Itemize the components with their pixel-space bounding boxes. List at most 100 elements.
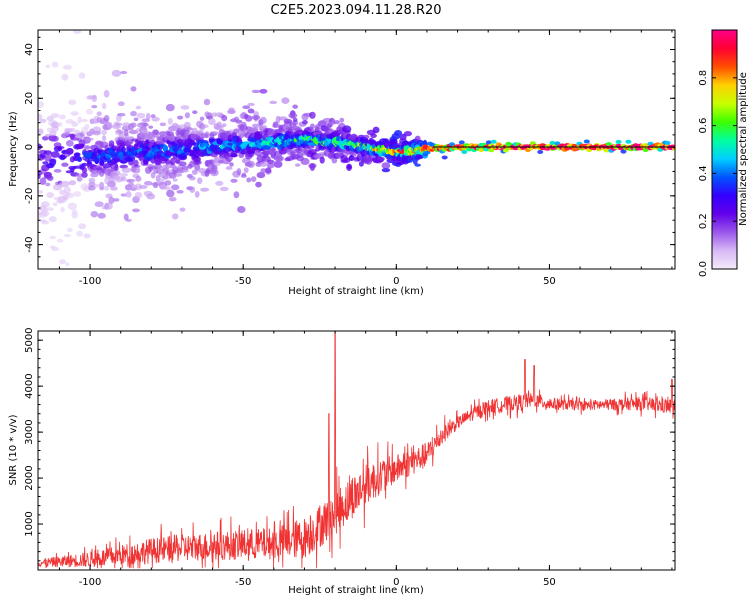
spectrogram-cell (189, 186, 196, 193)
spectrogram-cell (251, 89, 261, 94)
spectrogram-axes: -100 -50 0 50 -40 -20 0 20 40 (24, 30, 675, 287)
spectrogram-cell (119, 173, 129, 177)
spectrogram-cell (110, 186, 118, 191)
spectrogram-cell (38, 190, 44, 194)
snr-ytick-label: 1000 (24, 511, 35, 536)
spectrogram-xtick-label: 50 (543, 276, 556, 287)
spectrogram-cell (130, 110, 137, 117)
spectrogram-cell (46, 207, 54, 211)
spectrogram-cell (134, 183, 142, 191)
spectrogram-cell (38, 101, 44, 109)
spectrogram-cell (85, 137, 94, 141)
spectrogram-cell (230, 151, 238, 158)
spectrogram-cell (144, 181, 153, 186)
spectrogram-cell (178, 161, 187, 167)
spectrogram-cell (258, 161, 268, 167)
spectrogram-cell (88, 177, 96, 183)
spectrogram-cell (102, 163, 111, 169)
spectrogram-cell (81, 167, 88, 174)
spectrogram-cell (79, 143, 85, 147)
spectrogram-cell (192, 142, 198, 147)
spectrogram-cell (123, 213, 129, 221)
spectrogram-cell (90, 211, 99, 218)
spectrogram-xtick-label: -50 (235, 276, 251, 287)
spectrogram-cell (66, 227, 73, 233)
spectrogram-cell (309, 111, 316, 119)
spectrogram-cell (200, 124, 209, 129)
spectrogram-cell (131, 167, 141, 174)
spectrogram-cell (41, 201, 50, 208)
spectrogram-cell (228, 107, 235, 112)
spectrogram-cell (53, 169, 62, 173)
spectrogram-cell (73, 30, 82, 34)
spectrogram-cell (121, 146, 126, 154)
spectrogram-cell (372, 126, 380, 134)
spectrogram-cell (49, 235, 57, 240)
spectrogram-cell (254, 150, 263, 157)
spectrogram-cell (253, 111, 259, 117)
spectrogram-cell (358, 161, 364, 167)
spectrogram-cell (181, 152, 189, 157)
spectrogram-cell (65, 262, 70, 267)
spectrogram-cell (148, 125, 154, 129)
spectrogram-cell (142, 122, 149, 127)
spectrogram-cell (255, 181, 262, 188)
spectrogram-cell (61, 73, 69, 81)
snr-xtick-label: -100 (79, 577, 102, 588)
spectrogram-xtick-label: 0 (393, 276, 399, 287)
spectrogram-cell (111, 69, 122, 77)
spectrogram-cell (237, 206, 246, 213)
spectrogram-cell (186, 127, 193, 131)
spectrogram-cell (246, 177, 252, 183)
spectrogram-cell (159, 122, 167, 127)
spectrogram-cell (65, 140, 74, 147)
spectrogram-cell (664, 140, 671, 145)
spectrogram-cell (199, 116, 205, 121)
snr-axes: -100 -50 0 50 1000 2000 3000 4000 5000 (24, 327, 675, 588)
spectrogram-cell (133, 117, 139, 122)
spectrogram-cell (43, 150, 52, 156)
spectrogram-cell (136, 112, 146, 119)
spectrogram-cell (191, 169, 198, 175)
spectrogram-cell (51, 246, 60, 252)
colorbar-tick-label: 0.8 (698, 70, 709, 86)
spectrogram-cell (233, 191, 240, 199)
snr-series-line (38, 331, 675, 569)
colorbar-ticks: 0.0 0.2 0.4 0.6 0.8 (698, 70, 737, 277)
spectrogram-cell (96, 167, 103, 171)
spectrogram-cell (130, 187, 137, 191)
spectrogram-cell (130, 86, 137, 92)
spectrogram-cell (370, 133, 377, 139)
spectrogram-cell (242, 105, 251, 109)
spectrogram-cell (162, 145, 169, 152)
spectrogram-cell (300, 157, 310, 165)
spectrogram-cell (259, 88, 268, 94)
spectrogram-cell (96, 111, 102, 116)
spectrogram-cell (216, 124, 223, 129)
spectrogram-ytick-label: -20 (24, 188, 35, 204)
spectrogram-cell (229, 162, 234, 167)
spectrogram-cell (194, 157, 201, 165)
spectrogram-cell (77, 156, 83, 163)
spectrogram-cell (250, 176, 257, 183)
spectrogram-cell (166, 131, 175, 137)
spectrogram-cell (94, 201, 104, 208)
spectrogram-cell (69, 127, 76, 133)
colorbar: 0.0 0.2 0.4 0.6 0.8 Normalized spectral ampl… (698, 29, 749, 277)
spectrogram-cell (245, 115, 253, 122)
spectrogram-cell (84, 123, 90, 130)
spectrogram-cell (115, 122, 123, 126)
spectrogram-cell (210, 168, 219, 177)
spectrogram-cell (105, 202, 113, 210)
spectrogram-cell (41, 220, 50, 225)
spectrogram-cell (50, 113, 60, 119)
spectrogram-ytick-label: 20 (24, 92, 35, 105)
spectrogram-cell (230, 178, 238, 183)
spectrogram-cell (45, 182, 51, 187)
spectrogram-cell (334, 120, 340, 125)
spectrogram-cell (281, 97, 290, 104)
spectrogram-cell (441, 155, 448, 160)
spectrogram-cell (290, 113, 295, 119)
colorbar-tick-label: 0.4 (698, 165, 709, 181)
